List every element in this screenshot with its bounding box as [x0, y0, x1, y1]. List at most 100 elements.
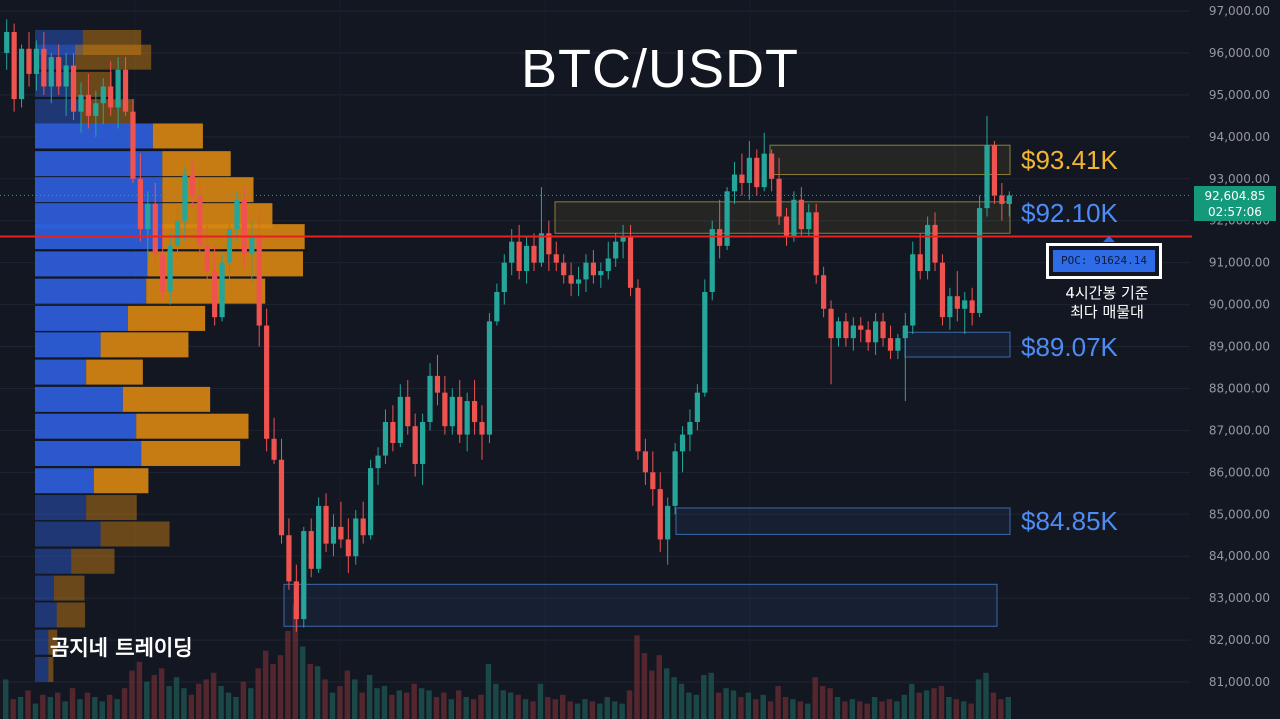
candle-body — [835, 321, 842, 339]
candle-body — [33, 48, 40, 74]
volume-bar — [559, 694, 566, 719]
volume-bar — [106, 694, 113, 719]
candle-body — [486, 321, 493, 435]
volume-bar — [3, 679, 9, 719]
volume-bar — [470, 699, 477, 719]
volume-bar — [337, 686, 343, 719]
candle-body — [382, 422, 389, 456]
candle-body — [769, 153, 775, 179]
candle-body — [479, 422, 485, 435]
candle-body — [932, 224, 938, 263]
candle-body — [828, 308, 834, 339]
y-tick-label: 85,000.00 — [1209, 507, 1270, 521]
candle-body — [26, 48, 32, 74]
volume-bar — [485, 664, 492, 719]
candle-body — [687, 422, 693, 435]
volume-profile-buy-bar — [35, 278, 147, 304]
volume-profile-sell-bar — [56, 602, 86, 628]
candle-body — [397, 396, 403, 443]
candle-body — [405, 396, 411, 427]
volume-bar — [188, 694, 195, 719]
volume-profile-buy-bar — [35, 468, 94, 494]
volume-bar — [166, 686, 172, 719]
candle-body — [746, 157, 752, 183]
candle-body — [174, 220, 181, 246]
zone-box — [769, 144, 1011, 176]
volume-profile-sell-bar — [127, 305, 206, 331]
candle-body — [115, 69, 121, 108]
volume-bar — [634, 635, 640, 719]
candle-body — [323, 505, 329, 544]
candle-body — [917, 254, 923, 272]
volume-bar — [693, 694, 700, 719]
y-tick-label: 88,000.00 — [1209, 381, 1270, 395]
volume-bar — [708, 672, 714, 719]
volume-bar — [522, 699, 529, 719]
volume-bar — [389, 694, 395, 719]
volume-profile-sell-bar — [82, 29, 142, 55]
poc-label: POC: 91624.14 — [1053, 250, 1155, 272]
volume-bar — [790, 699, 796, 719]
candle-body — [18, 48, 25, 100]
candle-body — [821, 275, 827, 309]
y-tick-label: 87,000.00 — [1209, 423, 1270, 437]
candle-body — [850, 325, 856, 339]
volume-bar — [545, 697, 551, 719]
volume-bar — [233, 697, 239, 719]
volume-bar — [47, 697, 53, 719]
chart-title: BTC/USDT — [521, 39, 799, 99]
y-tick-label: 86,000.00 — [1209, 465, 1270, 479]
volume-bar — [767, 701, 774, 719]
volume-profile-buy-bar — [35, 575, 54, 601]
volume-bar — [886, 699, 893, 719]
volume-bar — [448, 699, 455, 719]
volume-bar — [990, 692, 997, 719]
volume-profile-sell-bar — [162, 203, 273, 229]
volume-bar — [69, 688, 76, 719]
volume-profile-buy-bar — [35, 440, 142, 466]
candle-body — [271, 438, 277, 460]
volume-bar — [366, 675, 373, 719]
candle-body — [761, 153, 767, 188]
volume-profile-sell-bar — [100, 521, 170, 547]
candle-body — [791, 199, 797, 238]
candle-body — [880, 321, 886, 339]
candle-body — [590, 262, 597, 276]
volume-bar — [181, 688, 187, 719]
y-tick-label: 94,000.00 — [1209, 130, 1270, 144]
volume-bar — [404, 692, 410, 719]
poc-badge: POC: 91624.14 — [1046, 243, 1162, 279]
candle-body — [427, 375, 433, 423]
candle-body — [182, 174, 188, 221]
candle-body — [345, 539, 351, 557]
volume-bar — [17, 697, 24, 719]
volume-bar — [923, 690, 930, 719]
candle-body — [546, 233, 552, 255]
candle-body — [895, 338, 901, 351]
volume-bar — [946, 697, 952, 719]
y-tick-label: 96,000.00 — [1209, 46, 1270, 60]
volume-bar — [277, 655, 284, 719]
volume-bar — [114, 699, 120, 719]
volume-profile-buy-bar — [35, 413, 137, 439]
volume-bar — [456, 690, 462, 719]
candle-body — [464, 401, 470, 435]
price-axis: 97,000.00 96,000.00 95,000.00 94,000.00 93,0… — [1209, 4, 1270, 689]
candle-body — [516, 241, 522, 272]
volume-bar — [827, 688, 833, 719]
candlestick-series — [4, 19, 1012, 632]
volume-profile-buy-bar — [35, 521, 101, 547]
volume-bar — [129, 670, 135, 719]
candle-body — [249, 237, 255, 255]
volume-bar — [812, 677, 818, 719]
candle-body — [301, 531, 307, 620]
y-tick-label: 95,000.00 — [1209, 88, 1270, 102]
candle-body — [360, 518, 366, 536]
candle-body — [568, 275, 574, 284]
volume-bar — [285, 631, 291, 719]
candle-body — [776, 178, 782, 217]
volume-profile-sell-bar — [86, 495, 137, 521]
candle-body — [137, 178, 143, 230]
